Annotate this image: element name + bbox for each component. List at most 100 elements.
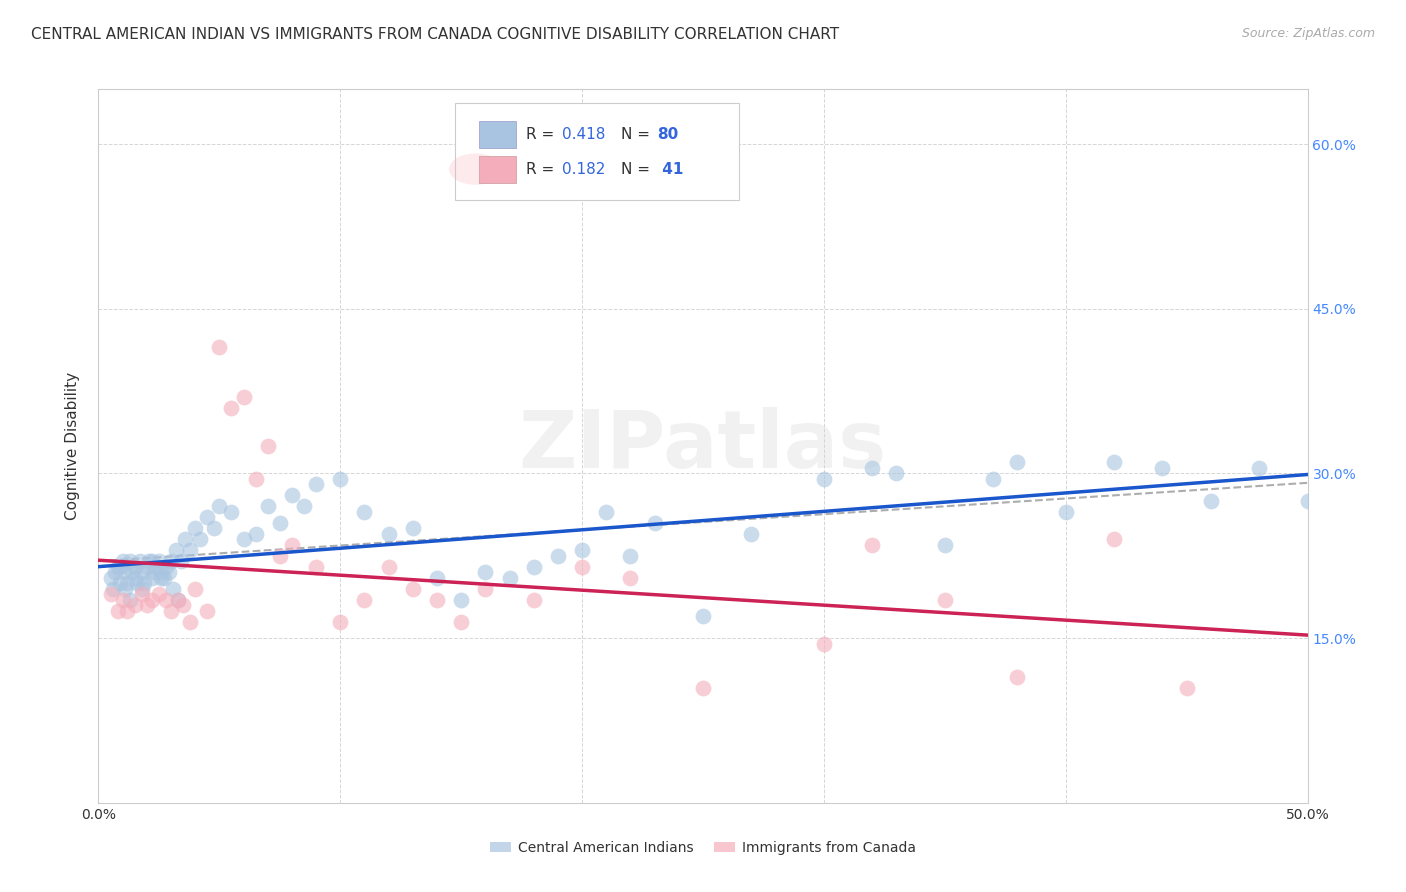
Point bbox=[128, 554, 150, 568]
FancyBboxPatch shape bbox=[479, 155, 516, 183]
Point bbox=[426, 571, 449, 585]
Point bbox=[1296, 494, 1319, 508]
Point bbox=[124, 559, 146, 574]
Point bbox=[619, 571, 641, 585]
Point bbox=[141, 592, 163, 607]
Point bbox=[523, 559, 546, 574]
Text: ZIPatlas: ZIPatlas bbox=[519, 407, 887, 485]
Point bbox=[498, 571, 520, 585]
Circle shape bbox=[449, 153, 502, 185]
Point bbox=[148, 554, 170, 568]
Point bbox=[150, 566, 173, 580]
Point bbox=[100, 571, 122, 585]
Point bbox=[619, 549, 641, 563]
Point bbox=[1199, 494, 1222, 508]
Point bbox=[426, 592, 449, 607]
Point bbox=[740, 526, 762, 541]
FancyBboxPatch shape bbox=[456, 103, 740, 200]
Point bbox=[150, 571, 173, 585]
Point bbox=[474, 566, 496, 580]
Point bbox=[1102, 455, 1125, 469]
Point bbox=[107, 559, 129, 574]
Point bbox=[118, 554, 141, 568]
Point bbox=[117, 604, 139, 618]
Point bbox=[377, 559, 399, 574]
Point bbox=[281, 488, 304, 502]
Point bbox=[329, 472, 352, 486]
Point bbox=[131, 582, 153, 596]
Point bbox=[1175, 681, 1198, 695]
Point bbox=[160, 554, 183, 568]
Point bbox=[104, 566, 127, 580]
Point bbox=[692, 681, 714, 695]
Point bbox=[305, 559, 328, 574]
Point bbox=[1249, 461, 1271, 475]
Point bbox=[184, 582, 207, 596]
Point bbox=[1007, 669, 1029, 683]
Point bbox=[135, 598, 157, 612]
Point bbox=[245, 472, 267, 486]
Text: 0.418: 0.418 bbox=[561, 127, 605, 142]
Point bbox=[329, 615, 352, 629]
Point bbox=[256, 500, 278, 514]
Point bbox=[256, 439, 278, 453]
Point bbox=[281, 538, 304, 552]
Point bbox=[165, 543, 187, 558]
Point bbox=[813, 637, 835, 651]
Point bbox=[1007, 455, 1029, 469]
Point bbox=[114, 582, 136, 596]
Point bbox=[571, 543, 593, 558]
Point bbox=[167, 592, 190, 607]
Point bbox=[595, 505, 617, 519]
Point bbox=[118, 592, 141, 607]
Point bbox=[571, 559, 593, 574]
Point bbox=[644, 516, 666, 530]
Point bbox=[141, 554, 163, 568]
Point bbox=[692, 609, 714, 624]
Text: R =: R = bbox=[526, 161, 560, 177]
Point bbox=[160, 604, 183, 618]
Point bbox=[523, 592, 546, 607]
Point bbox=[305, 477, 328, 491]
Point bbox=[547, 549, 569, 563]
Y-axis label: Cognitive Disability: Cognitive Disability bbox=[65, 372, 80, 520]
Point bbox=[195, 604, 218, 618]
Point bbox=[184, 521, 207, 535]
Point bbox=[195, 510, 218, 524]
Point bbox=[450, 615, 472, 629]
Point bbox=[204, 521, 226, 535]
Point bbox=[1152, 461, 1174, 475]
Text: 80: 80 bbox=[657, 127, 678, 142]
Point bbox=[134, 576, 156, 591]
Point bbox=[981, 472, 1004, 486]
Point bbox=[245, 526, 267, 541]
Text: 41: 41 bbox=[657, 161, 683, 177]
Point bbox=[121, 566, 143, 580]
Point bbox=[143, 566, 166, 580]
Point bbox=[148, 587, 170, 601]
Point bbox=[1054, 505, 1077, 519]
Point bbox=[155, 592, 177, 607]
Point bbox=[131, 587, 153, 601]
Point bbox=[886, 467, 908, 481]
Point bbox=[232, 533, 254, 547]
Point bbox=[172, 598, 194, 612]
Point bbox=[135, 559, 157, 574]
Point bbox=[100, 587, 122, 601]
Text: CENTRAL AMERICAN INDIAN VS IMMIGRANTS FROM CANADA COGNITIVE DISABILITY CORRELATI: CENTRAL AMERICAN INDIAN VS IMMIGRANTS FR… bbox=[31, 27, 839, 42]
Text: Source: ZipAtlas.com: Source: ZipAtlas.com bbox=[1241, 27, 1375, 40]
Point bbox=[292, 500, 315, 514]
Point bbox=[208, 340, 231, 354]
Point bbox=[179, 543, 201, 558]
Point bbox=[111, 554, 134, 568]
Point bbox=[108, 559, 131, 574]
Point bbox=[107, 604, 129, 618]
Point bbox=[131, 566, 153, 580]
Point bbox=[208, 500, 231, 514]
Text: N =: N = bbox=[621, 161, 655, 177]
Text: 0.182: 0.182 bbox=[561, 161, 605, 177]
Point bbox=[101, 582, 124, 596]
Point bbox=[450, 592, 472, 607]
Point bbox=[162, 582, 184, 596]
Point bbox=[124, 598, 146, 612]
